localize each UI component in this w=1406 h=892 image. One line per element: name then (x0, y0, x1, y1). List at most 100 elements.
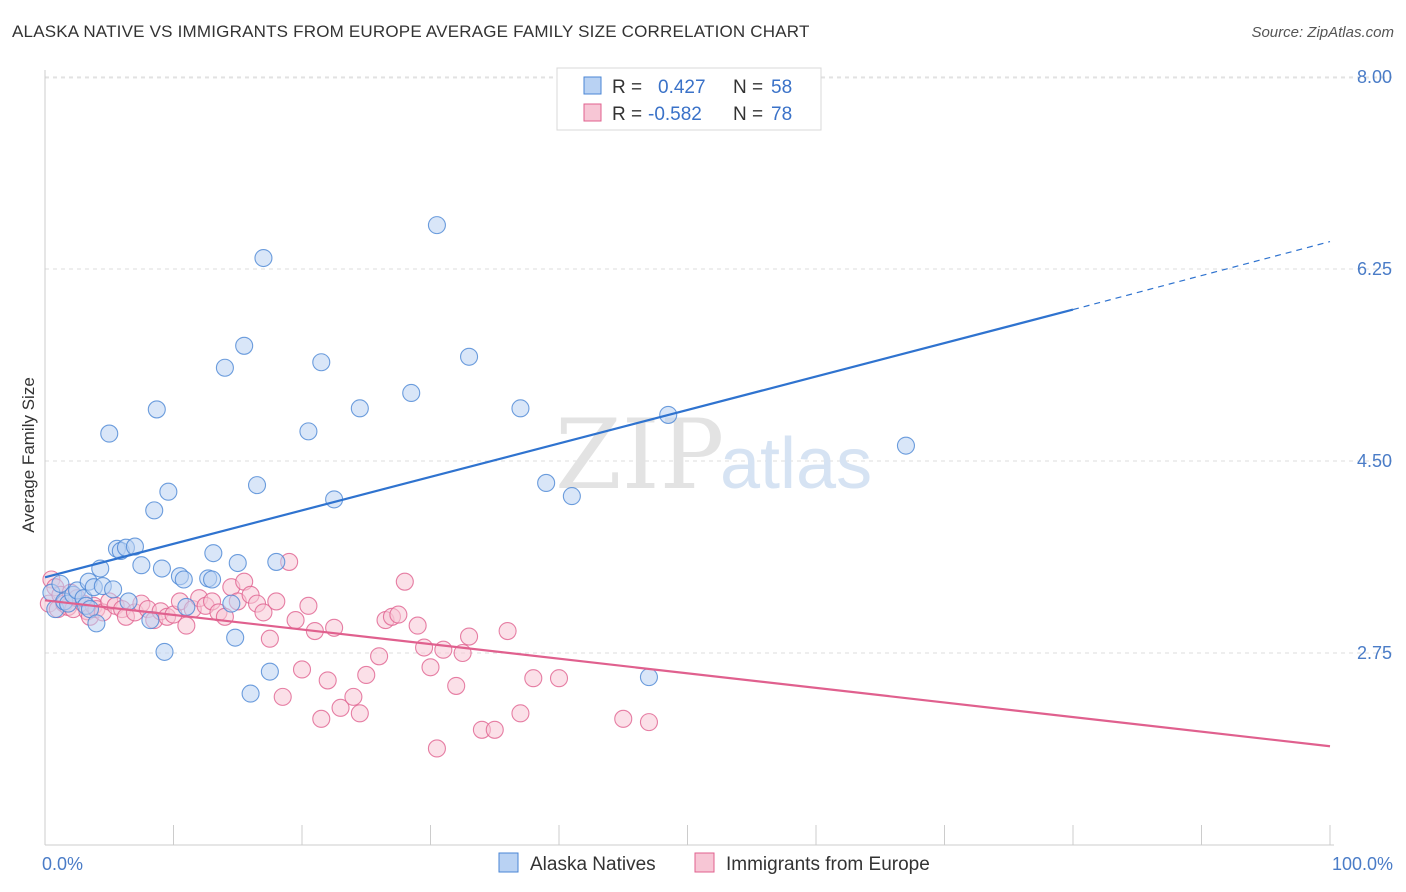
data-point (639, 713, 659, 732)
data-point (87, 614, 106, 633)
y-tick-label: 6.25 (1357, 259, 1392, 279)
data-point (459, 627, 479, 646)
data-point (247, 476, 267, 495)
data-point (203, 570, 222, 589)
data-point (292, 660, 312, 679)
legend-n-value: 58 (771, 77, 792, 98)
legend: R = 0.427 N = 58 R = -0.582 N = 78 (556, 67, 822, 131)
data-point (177, 616, 196, 635)
watermark-atlas: atlas (720, 424, 872, 504)
y-tick-label: 8.00 (1357, 67, 1392, 87)
data-point (100, 424, 119, 443)
data-point (254, 603, 273, 622)
data-point (241, 684, 260, 703)
data-point (344, 687, 363, 706)
data-point (498, 622, 517, 641)
data-point (104, 580, 123, 599)
bottom-legend-swatch-blue (498, 852, 519, 873)
legend-r-value: 0.427 (658, 77, 706, 98)
data-point (427, 739, 446, 758)
data-point (312, 709, 331, 728)
data-point (459, 347, 479, 366)
data-point (267, 552, 286, 571)
data-point (273, 687, 292, 706)
data-point (395, 572, 414, 591)
bottom-legend-label-immigrants-from-europe: Immigrants from Europe (726, 854, 930, 875)
bottom-legend-label-alaska-natives: Alaska Natives (530, 854, 656, 875)
legend-swatch-blue (583, 76, 602, 95)
data-point (119, 592, 138, 611)
y-tick-labels: 2.75 4.50 6.25 8.00 (1357, 67, 1392, 663)
legend-swatch-pink (583, 103, 602, 122)
x-tick-labels: 0.0% 100.0% (42, 854, 1393, 874)
data-point (174, 570, 193, 589)
data-point (152, 559, 171, 578)
data-point (549, 669, 569, 688)
y-tick-label: 4.50 (1357, 451, 1392, 471)
data-point (427, 216, 446, 235)
data-point (614, 709, 633, 728)
x-tick-label: 0.0% (42, 854, 83, 874)
data-point (511, 399, 530, 418)
data-point (177, 597, 196, 616)
data-point (222, 594, 241, 613)
axes (44, 70, 1334, 846)
data-point (51, 574, 70, 593)
data-point (159, 482, 178, 501)
data-point (370, 647, 389, 666)
data-point (447, 676, 466, 695)
data-point (132, 556, 151, 575)
legend-r-label: R = (612, 104, 642, 125)
data-point (125, 537, 144, 556)
data-point (215, 358, 234, 377)
data-point (254, 248, 273, 268)
data-point (350, 399, 369, 418)
data-point (260, 662, 279, 681)
data-point (147, 400, 166, 419)
y-tick-label: 2.75 (1357, 643, 1392, 663)
data-point (896, 436, 916, 455)
data-point (299, 422, 318, 441)
y-axis-label: Average Family Size (19, 377, 38, 533)
legend-r-value: -0.582 (648, 104, 702, 125)
data-point (421, 658, 440, 677)
trend-line (44, 308, 1074, 579)
data-point (155, 642, 174, 661)
watermark: ZIP atlas (555, 399, 872, 511)
data-point (299, 596, 318, 615)
data-point (485, 720, 504, 739)
data-point (267, 592, 286, 611)
series-immigrants-from-europe (39, 552, 659, 758)
bottom-legend: Alaska Natives Immigrants from Europe (498, 852, 930, 875)
data-point (524, 669, 543, 688)
data-point (204, 544, 223, 563)
watermark-zip: ZIP (555, 399, 724, 511)
trend-lines (44, 240, 1331, 748)
data-point (639, 668, 659, 687)
legend-n-value: 78 (771, 104, 792, 125)
chart-title: ALASKA NATIVE VS IMMIGRANTS FROM EUROPE … (12, 22, 810, 41)
data-point (562, 487, 581, 506)
data-point (235, 336, 254, 355)
data-point (141, 611, 160, 630)
data-point (226, 628, 245, 647)
source-label: Source: ZipAtlas.com (1251, 24, 1394, 41)
data-point (331, 698, 350, 717)
legend-r-label: R = (612, 77, 642, 98)
data-point (389, 605, 408, 624)
data-point (408, 616, 427, 635)
grid-lines (45, 76, 1392, 654)
data-point (312, 353, 331, 372)
data-point (402, 383, 421, 403)
legend-n-label: N = (733, 104, 763, 125)
data-point (537, 473, 556, 492)
x-tick-label: 100.0% (1332, 854, 1393, 874)
trend-line (44, 599, 1331, 748)
data-point (228, 553, 247, 573)
data-point (511, 704, 530, 723)
data-point (357, 665, 376, 684)
data-point (415, 638, 434, 657)
data-point (145, 501, 164, 520)
data-point (434, 640, 453, 659)
